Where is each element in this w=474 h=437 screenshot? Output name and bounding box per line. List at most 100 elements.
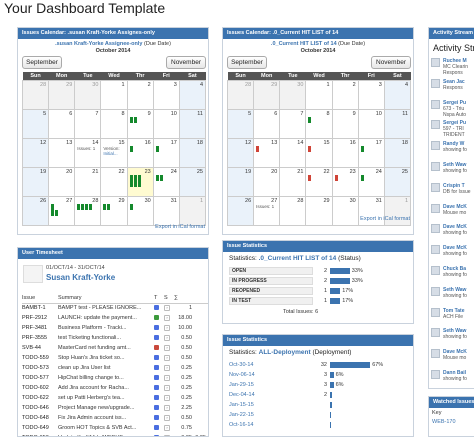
calendar-day-cell[interactable]: 28 <box>226 79 255 110</box>
calendar-day-cell[interactable]: 11 <box>178 108 207 139</box>
calendar-day-cell[interactable]: 22 <box>100 166 128 197</box>
calendar-day-cell[interactable]: 3 <box>357 79 385 110</box>
statistics-label-link[interactable]: Nov-06-14 <box>229 372 255 378</box>
statistics-label-link[interactable]: REOPENED <box>229 287 313 295</box>
calendar-day-cell[interactable]: 3 <box>152 79 180 110</box>
calendar-day-cell[interactable]: 18 <box>178 137 207 168</box>
calendar-day-cell[interactable]: 20 <box>253 166 281 197</box>
calendar-day-cell[interactable]: 30 <box>279 79 307 110</box>
calendar-day-cell[interactable]: 15 Version: Initial... <box>100 137 128 168</box>
calendar-day-cell[interactable]: 27 <box>48 195 76 226</box>
issue-marker-resolved[interactable] <box>360 145 364 152</box>
calendar-day-cell[interactable]: 30 <box>331 195 359 226</box>
calendar-day-cell[interactable]: 29 <box>48 79 76 110</box>
calendar-day-cell[interactable]: 6 <box>48 108 76 139</box>
issue-marker-resolved[interactable] <box>51 209 55 216</box>
watched-issue-link[interactable]: WEB-170 <box>432 419 456 425</box>
calendar-day-cell[interactable]: 26 <box>226 195 255 226</box>
calendar-day-cell[interactable]: 28 <box>74 195 102 226</box>
calendar-day-cell[interactable]: 5 <box>226 108 255 139</box>
calendar-filter-link[interactable]: .susan Kraft-Yorke Assignee-only <box>55 41 143 47</box>
calendar-day-cell[interactable]: 10 <box>152 108 180 139</box>
calendar-day-cell[interactable]: 28 <box>21 79 50 110</box>
calendar-day-cell[interactable]: 30 <box>74 79 102 110</box>
calendar-day-cell[interactable]: 23 <box>126 166 154 197</box>
issue-marker-open[interactable] <box>308 174 312 181</box>
issue-marker-resolved[interactable] <box>137 174 141 181</box>
calendar-day-cell[interactable]: 30 <box>126 195 154 226</box>
issue-key-link[interactable]: TODO-573 <box>22 365 49 371</box>
calendar-day-cell[interactable]: 21 <box>74 166 102 197</box>
issue-key-link[interactable]: TODO-648 <box>22 415 49 421</box>
calendar-day-cell[interactable]: 1 <box>100 79 128 110</box>
activity-user-link[interactable]: Randy W <box>443 141 465 148</box>
calendar-day-cell[interactable]: 25 <box>383 166 412 197</box>
issue-marker-resolved[interactable] <box>51 203 55 210</box>
issue-marker-resolved[interactable] <box>155 145 159 152</box>
issue-key-link[interactable]: BAMBT-1 <box>22 305 46 312</box>
calendar-cell-note[interactable]: Initial... <box>103 150 118 156</box>
issue-marker-resolved[interactable] <box>85 203 89 210</box>
statistics-label-link[interactable]: Jan-29-15 <box>229 382 254 388</box>
calendar-day-cell[interactable]: 24 <box>152 166 180 197</box>
activity-user-link[interactable]: Dave McK <box>443 245 467 252</box>
calendar-day-cell[interactable]: 19 <box>226 166 255 197</box>
issue-marker-resolved[interactable] <box>81 203 85 210</box>
calendar-day-cell[interactable]: 12 <box>21 137 50 168</box>
issue-marker-resolved[interactable] <box>77 203 81 210</box>
issue-marker-resolved[interactable] <box>137 180 141 187</box>
calendar-day-cell[interactable]: 2 <box>126 79 154 110</box>
statistics-label-link[interactable]: Oct-30-14 <box>229 362 254 368</box>
calendar-day-cell[interactable]: 6 <box>253 108 281 139</box>
issue-marker-resolved[interactable] <box>89 203 93 210</box>
activity-user-link[interactable]: Dave McK <box>443 203 467 210</box>
issue-marker-resolved[interactable] <box>133 116 137 123</box>
statistics-filter-link[interactable]: .0_Current HIT LIST of 14 <box>258 255 337 262</box>
calendar-day-cell[interactable]: 29 <box>100 195 128 226</box>
activity-user-link[interactable]: Seth Waw <box>443 328 467 335</box>
issue-key-link[interactable]: PRF-3555 <box>22 335 48 341</box>
next-month-button[interactable]: November <box>371 56 411 69</box>
calendar-day-cell[interactable]: 2 <box>331 79 359 110</box>
calendar-day-cell[interactable]: 17 <box>357 137 385 168</box>
issue-marker-resolved[interactable] <box>129 116 133 123</box>
calendar-day-cell[interactable]: 26 <box>21 195 50 226</box>
issue-marker-resolved[interactable] <box>129 203 133 210</box>
calendar-day-cell[interactable]: 22 <box>305 166 333 197</box>
calendar-day-cell[interactable]: 11 <box>383 108 412 139</box>
calendar-day-cell[interactable]: 23 <box>331 166 359 197</box>
prev-month-button[interactable]: September <box>22 56 62 69</box>
calendar-filter-link[interactable]: .0_Current HIT LIST of 14 <box>270 41 337 47</box>
issue-key-link[interactable]: TODO-602 <box>22 385 49 391</box>
issue-key-link[interactable]: TODO-650 <box>22 433 58 436</box>
activity-user-link[interactable]: Seth Waw <box>443 162 467 168</box>
issue-marker-resolved[interactable] <box>360 174 364 181</box>
issue-key-link[interactable]: PRF-3481 <box>22 325 48 331</box>
issue-marker-open[interactable] <box>256 145 260 152</box>
calendar-day-cell[interactable]: 16 <box>331 137 359 168</box>
calendar-day-cell[interactable]: 27 Issues: 1 <box>253 195 281 226</box>
issue-marker-resolved[interactable] <box>103 203 107 210</box>
activity-user-link[interactable]: Sean Jac <box>443 78 465 85</box>
calendar-day-cell[interactable]: 31 <box>152 195 180 226</box>
calendar-day-cell[interactable]: 15 <box>305 137 333 168</box>
calendar-day-cell[interactable]: 14 <box>279 137 307 168</box>
activity-user-link[interactable]: Dann Bail <box>443 370 467 376</box>
issue-key-link[interactable]: TODO-649 <box>22 425 49 431</box>
issue-key-link[interactable]: SVB-44 <box>22 345 41 351</box>
calendar-day-cell[interactable]: 13 <box>48 137 76 168</box>
activity-user-link[interactable]: Ruchee M <box>443 58 467 64</box>
statistics-label-link[interactable]: Dec-04-14 <box>229 392 255 398</box>
statistics-label-link[interactable]: Jan-22-15 <box>229 412 254 418</box>
calendar-day-cell[interactable]: 29 <box>305 195 333 226</box>
issue-marker-open[interactable] <box>308 145 312 152</box>
calendar-day-cell[interactable]: 12 <box>226 137 255 168</box>
calendar-day-cell[interactable]: 5 <box>21 108 50 139</box>
activity-user-link[interactable]: Dave McK <box>443 224 467 231</box>
calendar-day-cell[interactable]: 8 <box>100 108 128 139</box>
issue-key-link[interactable]: PRF-2912 <box>22 315 48 321</box>
issue-key-link[interactable]: TODO-577 <box>22 375 49 381</box>
issue-marker-resolved[interactable] <box>107 203 111 210</box>
activity-user-link[interactable]: Dave McK <box>443 349 467 356</box>
activity-user-link[interactable]: Sergei Pu <box>443 99 467 106</box>
